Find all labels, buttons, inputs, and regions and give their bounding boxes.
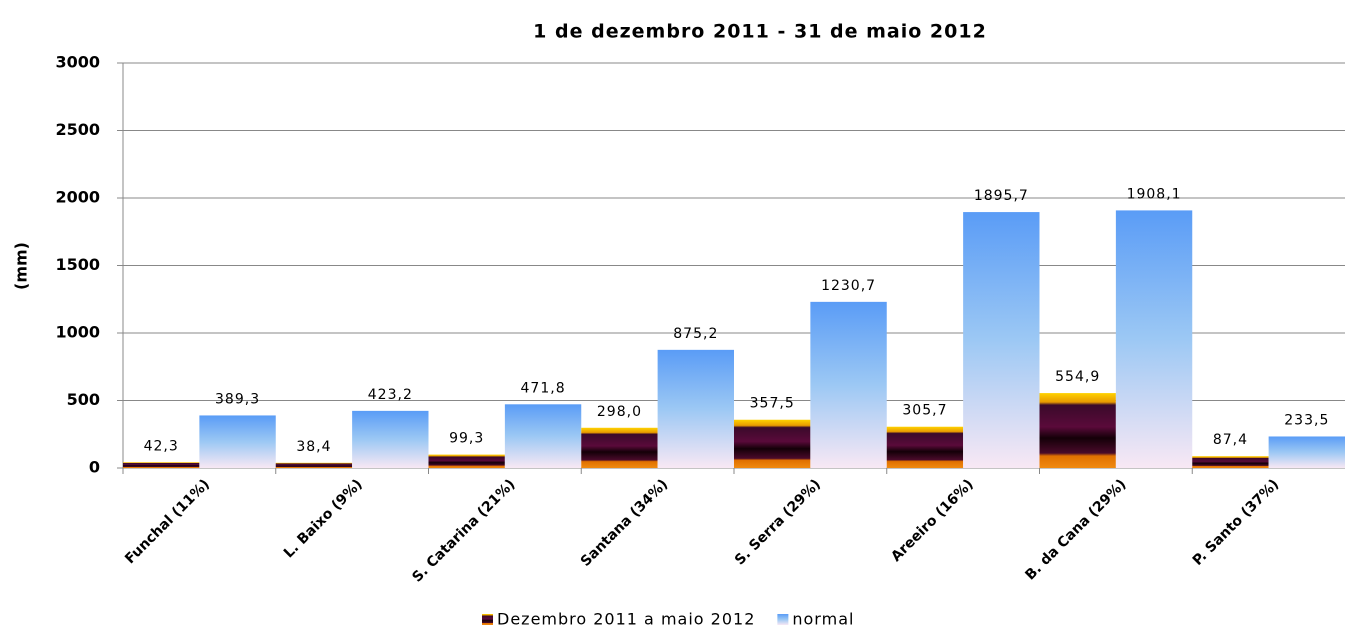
- value-label: 1908,1: [1127, 186, 1182, 202]
- bar: [810, 301, 887, 468]
- bar: [1115, 210, 1193, 468]
- bar: [275, 462, 353, 468]
- bar: [1268, 436, 1345, 468]
- value-label: 357,5: [750, 396, 795, 412]
- value-label: 875,2: [673, 326, 718, 342]
- bar: [199, 415, 276, 468]
- value-label: 305,7: [902, 403, 947, 419]
- chart-title: 1 de dezembro 2011 - 31 de maio 2012: [533, 21, 987, 43]
- value-label: 298,0: [597, 404, 642, 420]
- x-tick-label: S. Serra (29%): [732, 476, 824, 568]
- value-label: 99,3: [449, 431, 484, 447]
- value-label: 1230,7: [821, 278, 876, 294]
- value-label: 38,4: [296, 439, 331, 455]
- y-tick-label: 500: [67, 390, 100, 409]
- bar: [123, 462, 200, 468]
- legend-label: Dezembro 2011 a maio 2012: [497, 610, 755, 629]
- y-tick-label: 2000: [55, 188, 100, 207]
- bar: [886, 426, 964, 468]
- value-label: 389,3: [215, 391, 260, 407]
- value-label: 471,8: [521, 380, 566, 396]
- bar: [1192, 456, 1269, 468]
- value-label: 554,9: [1055, 369, 1100, 385]
- x-tick-label: P. Santo (37%): [1190, 476, 1283, 569]
- bar: [734, 419, 811, 468]
- y-tick-label: 1500: [55, 255, 100, 274]
- x-tick-label: L. Baixo (9%): [281, 476, 366, 561]
- value-label: 423,2: [368, 387, 413, 403]
- value-label: 233,5: [1284, 412, 1329, 428]
- x-tick-label: Santana (34%): [578, 476, 672, 570]
- value-label: 42,3: [144, 438, 179, 454]
- x-tick-label: Funchal (11%): [122, 476, 213, 567]
- y-tick-label: 3000: [55, 53, 100, 72]
- bar: [1039, 393, 1116, 468]
- legend-swatch: [482, 614, 493, 625]
- value-label: 1895,7: [974, 188, 1029, 204]
- y-tick-label: 0: [89, 458, 100, 477]
- x-tick-label: Areeiro (16%): [888, 476, 977, 565]
- y-axis-label: (mm): [12, 242, 31, 290]
- y-tick-label: 2500: [55, 120, 100, 139]
- bar: [581, 427, 658, 468]
- legend-label: normal: [792, 610, 854, 629]
- x-tick-label: S. Catarina (21%): [409, 476, 518, 585]
- bar: [352, 410, 429, 468]
- y-tick-label: 1000: [55, 323, 100, 342]
- bar: [504, 404, 582, 468]
- bar: [428, 454, 505, 468]
- x-tick-label: B. da Cana (29%): [1022, 476, 1129, 583]
- value-label: 87,4: [1213, 432, 1248, 448]
- bar: [657, 349, 734, 468]
- bar: [963, 212, 1040, 468]
- legend-swatch: [777, 614, 789, 625]
- legend: Dezembro 2011 a maio 2012 normal: [482, 610, 854, 629]
